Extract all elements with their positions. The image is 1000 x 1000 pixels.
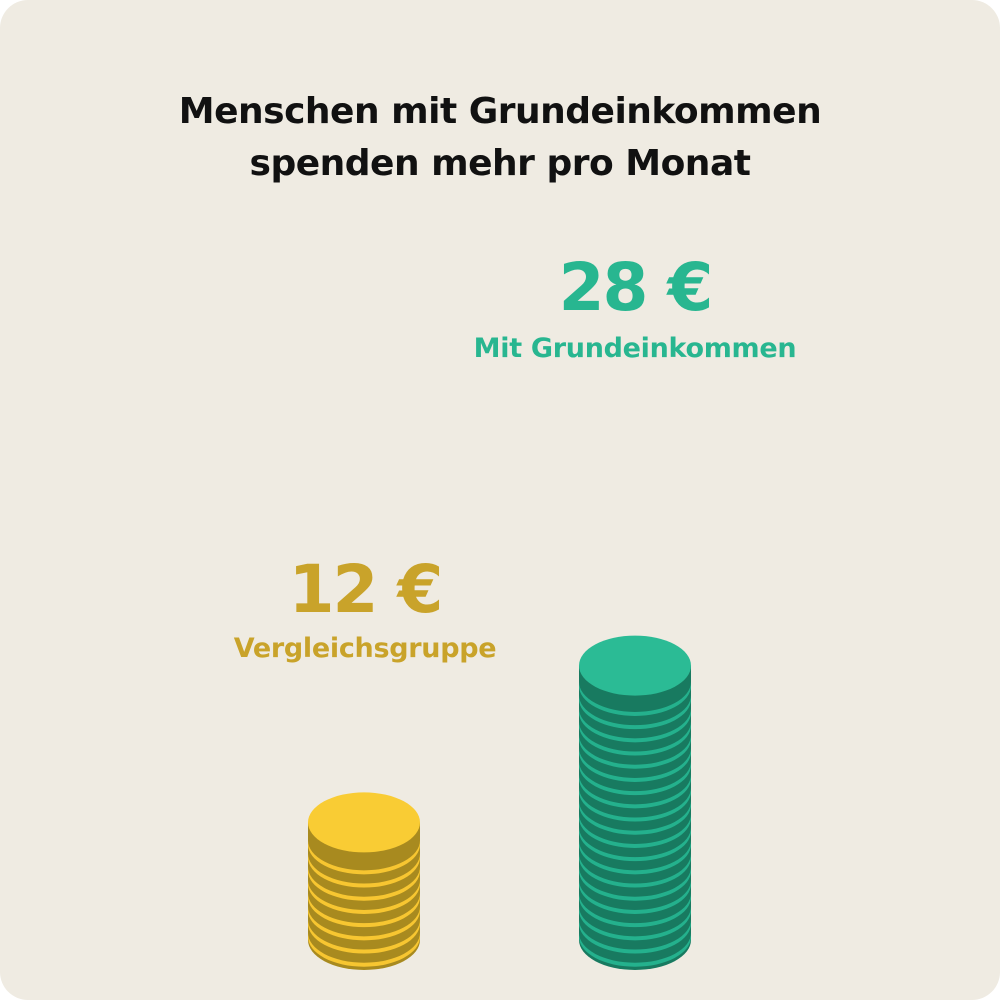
coin-stack-1 [579, 635, 691, 970]
chart-title-line-1: Menschen mit Grundeinkommen [178, 91, 822, 132]
chart-title: Menschen mit Grundeinkommen spenden mehr… [0, 86, 1000, 190]
coin-top-face [579, 635, 691, 696]
coin-top-face [308, 792, 420, 853]
series-label-vergleichsgruppe: Vergleichsgruppe [233, 633, 497, 664]
value-label-grundeinkommen: 28 € [558, 249, 714, 326]
value-label-vergleichsgruppe: 12 € [288, 551, 444, 628]
coin-stack-0 [308, 792, 420, 970]
series-label-grundeinkommen: Mit Grundeinkommen [473, 333, 797, 364]
chart-title-line-2: spenden mehr pro Monat [249, 143, 751, 184]
